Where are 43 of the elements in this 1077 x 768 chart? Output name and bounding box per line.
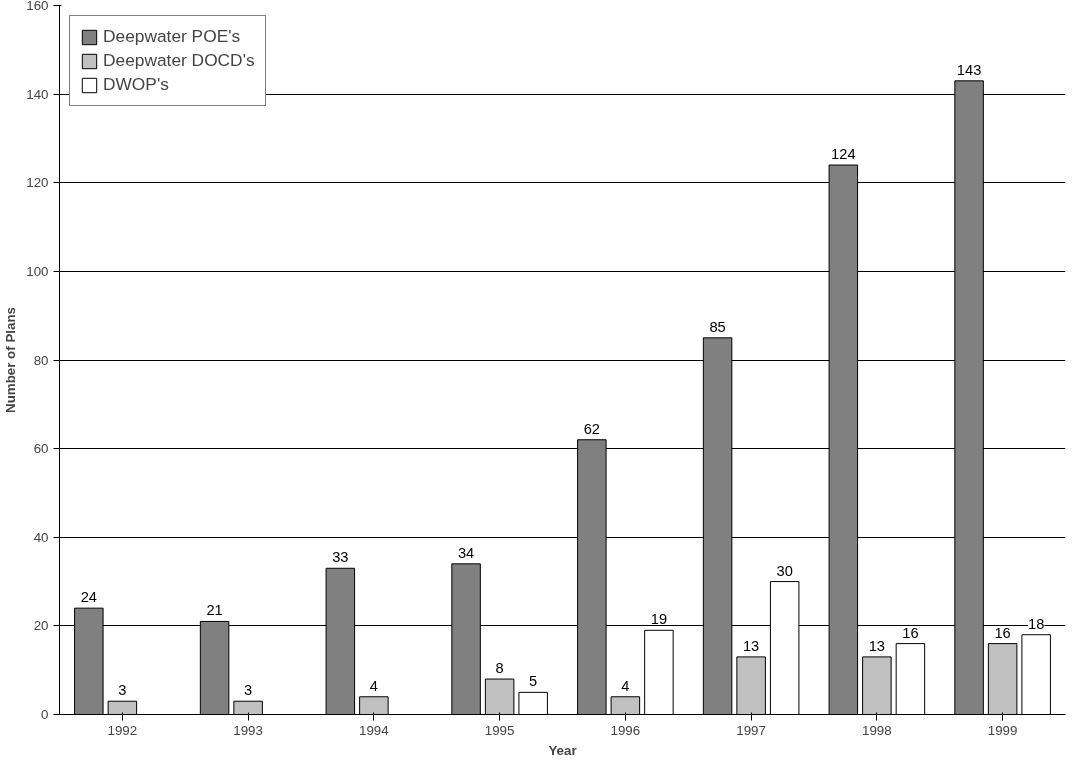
x-tick-label: 1994 [359, 722, 390, 738]
data-label: 21 [206, 602, 223, 619]
data-label: 16 [902, 624, 919, 641]
data-label: 18 [1028, 615, 1045, 632]
x-tick-label: 1993 [233, 722, 263, 738]
data-label: 13 [868, 637, 886, 654]
x-axis-title: Year [548, 742, 577, 758]
data-label: 24 [80, 589, 97, 606]
legend-label: DWOP's [103, 74, 169, 95]
y-tick-label: 60 [33, 441, 49, 457]
data-label: 3 [118, 682, 127, 699]
data-label: 16 [994, 624, 1011, 641]
x-tick-label: 1999 [987, 722, 1018, 738]
data-label: 30 [776, 562, 793, 579]
data-label: 33 [332, 549, 349, 566]
y-tick-label: 20 [33, 618, 49, 634]
x-tick-label: 1997 [736, 722, 766, 738]
y-tick-label: 80 [33, 352, 49, 368]
x-tick-label: 1992 [107, 722, 138, 738]
data-label: 124 [831, 146, 856, 163]
y-tick-label: 100 [26, 263, 49, 279]
data-label: 3 [244, 682, 253, 699]
data-label: 19 [650, 611, 668, 628]
y-tick-label: 140 [26, 86, 49, 102]
data-label: 143 [956, 61, 982, 78]
data-label: 4 [621, 677, 630, 694]
x-tick-label: 1995 [484, 722, 515, 738]
data-label: 5 [529, 673, 538, 690]
y-tick-label: 40 [33, 529, 49, 545]
x-tick-label: 1996 [610, 722, 641, 738]
y-tick-label: 0 [41, 707, 49, 722]
data-label: 8 [495, 660, 504, 677]
data-label: 34 [457, 544, 475, 561]
y-tick-label: 120 [26, 175, 49, 191]
data-label: 13 [742, 637, 760, 654]
data-label: 62 [583, 420, 600, 437]
y-axis-title: Number of Plans [3, 307, 19, 413]
x-tick-label: 1998 [862, 722, 892, 738]
legend-label: Deepwater DOCD's [103, 50, 255, 71]
legend-label: Deepwater POE's [103, 26, 241, 47]
data-label: 4 [369, 677, 378, 694]
data-label: 85 [709, 318, 726, 335]
y-tick-label: 160 [26, 0, 49, 13]
